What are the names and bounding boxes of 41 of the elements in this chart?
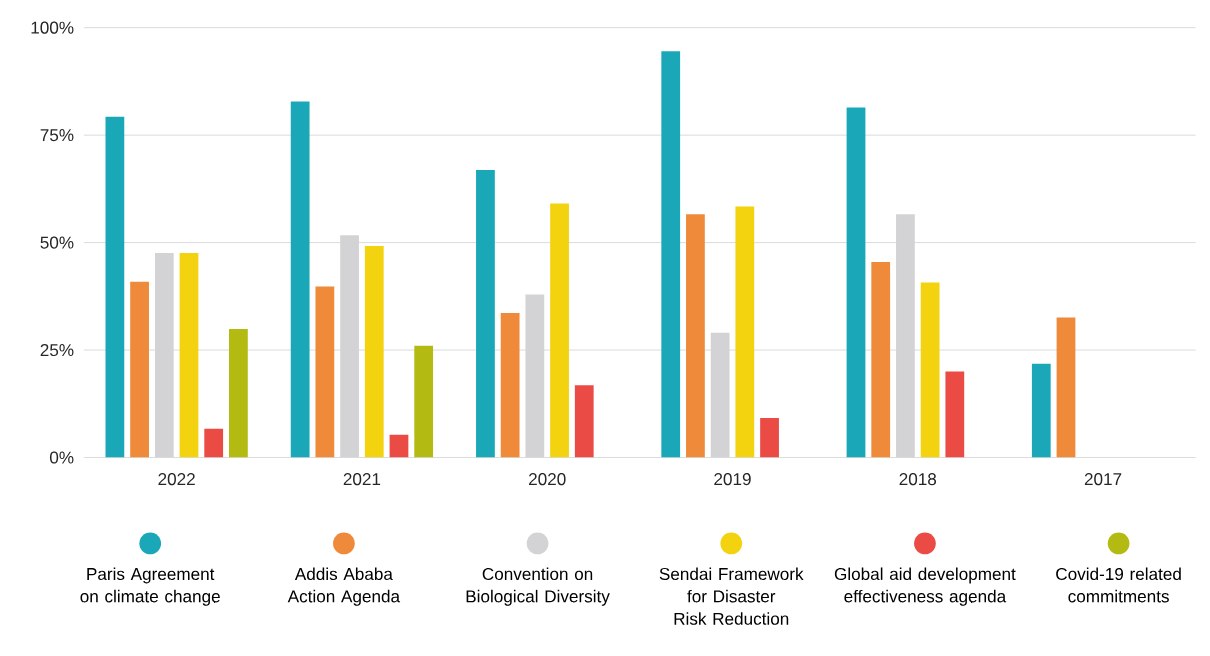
bar: [735, 206, 755, 458]
y-tick-label: 25%: [40, 343, 74, 357]
bar: [290, 101, 310, 458]
bar: [364, 245, 384, 458]
y-tick-label: 100%: [31, 21, 74, 34]
bar: [871, 261, 891, 458]
bar: [130, 281, 149, 458]
x-tick-label: 2018: [899, 473, 937, 486]
bar: [315, 286, 335, 458]
legend-label: Paris Agreement on climate change: [80, 567, 220, 606]
legend-label: Global aid development effectiveness agenda: [834, 567, 1016, 606]
bar: [760, 417, 779, 458]
bar: [204, 428, 224, 458]
bar: [550, 203, 569, 458]
legend-label: Sendai Framework for Disaster Risk Reduction: [659, 567, 804, 625]
bar: [920, 282, 940, 458]
bar: [179, 252, 199, 458]
x-tick-label: 2020: [529, 473, 566, 486]
y-tick-label: 50%: [40, 236, 74, 249]
bar: [846, 107, 866, 458]
x-tick-label: 2021: [343, 473, 381, 486]
bar: [476, 169, 495, 458]
x-tick-label: 2022: [158, 473, 195, 486]
bar: [686, 214, 705, 458]
x-tick-label: 2017: [1084, 473, 1122, 486]
bar: [1056, 317, 1076, 458]
bar: [105, 116, 125, 458]
bar: [574, 385, 594, 458]
legend-label: Covid-19 related commitments: [1056, 567, 1181, 603]
legend-label: Addis Ababa Action Agenda: [287, 567, 401, 606]
y-tick-label: 75%: [40, 129, 74, 142]
bar: [229, 328, 248, 458]
bar: [414, 345, 434, 458]
bar: [500, 313, 520, 458]
legend-label: Convention on Biological Diversity: [466, 567, 610, 606]
bar: [389, 434, 409, 458]
y-tick-label: 0%: [49, 451, 74, 464]
bar: [661, 51, 681, 458]
bar: [1031, 363, 1051, 458]
x-tick-label: 2019: [714, 473, 751, 486]
bar: [945, 371, 965, 458]
